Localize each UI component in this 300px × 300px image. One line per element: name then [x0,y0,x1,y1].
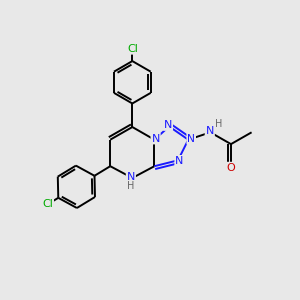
Text: H: H [215,119,222,129]
Text: H: H [127,181,134,191]
Text: N: N [206,126,214,136]
Text: N: N [127,172,135,182]
Text: Cl: Cl [42,199,53,209]
Text: N: N [164,120,172,130]
Text: N: N [187,134,195,144]
Text: N: N [152,134,160,143]
Text: N: N [175,156,184,166]
Text: O: O [226,163,235,173]
Text: Cl: Cl [127,44,138,54]
